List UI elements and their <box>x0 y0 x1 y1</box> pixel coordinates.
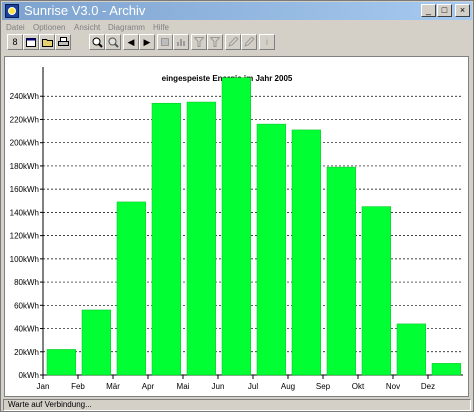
maximize-button[interactable]: □ <box>437 4 452 17</box>
calendar-button[interactable] <box>23 34 39 50</box>
x-tick-label: Jun <box>212 382 225 391</box>
bar-Jan <box>46 349 76 376</box>
bar-Aug <box>291 129 321 376</box>
previous-icon: ◀ <box>127 37 135 47</box>
filter-2-button[interactable] <box>207 34 223 50</box>
menu-hilfe[interactable]: Hilfe <box>153 23 170 32</box>
close-button[interactable]: × <box>455 4 470 17</box>
y-tick-label: 80kWh <box>14 278 39 287</box>
x-tick-label: Feb <box>71 382 85 391</box>
previous-button[interactable]: ◀ <box>123 34 139 50</box>
x-tick-label: Dez <box>421 382 435 391</box>
x-tick-label: Mai <box>177 382 190 391</box>
y-tick-label: 0kWh <box>19 371 39 380</box>
y-tick-label: 100kWh <box>10 255 39 264</box>
status-bar: Warte auf Verbindung... <box>3 399 471 411</box>
info-button[interactable]: i <box>259 34 275 50</box>
minimize-button[interactable]: _ <box>421 4 436 17</box>
toolbar: 8 ◀ ▶ i <box>2 34 472 51</box>
folder-button[interactable] <box>39 34 55 50</box>
chart-button[interactable] <box>173 34 189 50</box>
status-text: Warte auf Verbindung... <box>8 400 92 409</box>
bar-Mär <box>116 201 146 376</box>
bar-Nov <box>396 323 426 376</box>
edit-button[interactable] <box>225 34 241 50</box>
x-tick-label: Jul <box>248 382 258 391</box>
y-tick-label: 220kWh <box>10 115 39 124</box>
next-icon: ▶ <box>143 37 151 47</box>
y-tick-label: 60kWh <box>14 301 39 310</box>
x-tick-label: Sep <box>316 382 331 391</box>
edit-2-button[interactable] <box>241 34 257 50</box>
x-tick-label: Mär <box>106 382 120 391</box>
printer-button[interactable] <box>55 34 71 50</box>
y-tick-label: 120kWh <box>10 232 39 241</box>
zoom-out-button[interactable] <box>105 34 121 50</box>
x-tick-label: Aug <box>281 382 295 391</box>
chart-panel: eingespeiste Energie im Jahr 20050kWh20k… <box>4 56 469 397</box>
bar-chart: eingespeiste Energie im Jahr 20050kWh20k… <box>10 67 463 391</box>
y-tick-label: 20kWh <box>14 348 39 357</box>
bar-Apr <box>151 102 181 376</box>
bar-Sep <box>326 166 356 376</box>
y-tick-label: 180kWh <box>10 162 39 171</box>
bar-Jun <box>221 77 251 376</box>
y-tick-label: 200kWh <box>10 139 39 148</box>
y-tick-label: 160kWh <box>10 185 39 194</box>
bar-Dez <box>431 363 461 376</box>
menu-bar: Datei Optionen Ansicht Diagramm Hilfe <box>2 21 472 34</box>
y-tick-label: 140kWh <box>10 208 39 217</box>
y-tick-label: 240kWh <box>10 92 39 101</box>
next-button[interactable]: ▶ <box>139 34 155 50</box>
menu-optionen[interactable]: Optionen <box>33 23 66 32</box>
bar-Mai <box>186 101 216 376</box>
y-tick-label: 40kWh <box>14 325 39 334</box>
x-tick-label: Nov <box>386 382 400 391</box>
x-tick-label: Jan <box>37 382 50 391</box>
rectangle-button[interactable] <box>157 34 173 50</box>
sun-app-icon[interactable] <box>5 4 19 18</box>
bar-Okt <box>361 206 391 376</box>
menu-ansicht[interactable]: Ansicht <box>74 23 101 32</box>
info-icon: i <box>266 37 268 47</box>
filter-button[interactable] <box>191 34 207 50</box>
zoom-in-button[interactable] <box>89 34 105 50</box>
menu-diagramm[interactable]: Diagramm <box>108 23 145 32</box>
title-bar[interactable]: Sunrise V3.0 - Archiv _ □ × <box>2 2 472 20</box>
x-tick-label: Okt <box>352 382 365 391</box>
x-tick-label: Apr <box>142 382 155 391</box>
bar-Feb <box>81 309 111 376</box>
menu-datei[interactable]: Datei <box>6 23 25 32</box>
digit-8-button[interactable]: 8 <box>7 34 23 50</box>
bar-Jul <box>256 123 286 376</box>
window-title: Sunrise V3.0 - Archiv <box>24 3 146 18</box>
digit-8-icon: 8 <box>12 37 18 47</box>
